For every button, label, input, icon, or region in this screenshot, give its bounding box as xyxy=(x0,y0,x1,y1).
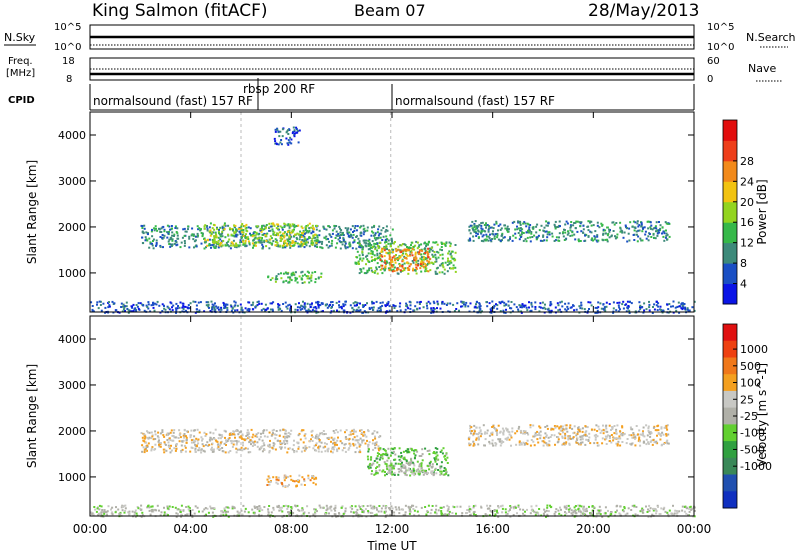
colorbar-swatch xyxy=(723,181,737,203)
colorbar-tick-label: -100 xyxy=(740,427,765,440)
y-tick-label: 2000 xyxy=(58,221,86,234)
colorbar-swatch xyxy=(723,263,737,284)
colorbar-swatch xyxy=(723,283,737,305)
colorbar-swatch xyxy=(723,441,737,459)
power-region-5 xyxy=(379,247,432,273)
colorbar-swatch xyxy=(723,201,737,223)
x-tick-label: 00:00 xyxy=(73,522,108,536)
freq-unit-label: [MHz] xyxy=(6,68,35,79)
colorbar-tick-label: 16 xyxy=(740,216,754,229)
colorbar-tick-label: 12 xyxy=(740,237,754,250)
colorbar-swatch xyxy=(723,324,737,342)
colorbar-tick-label: -25 xyxy=(740,410,758,423)
power-colorbar-label: Power [dB] xyxy=(755,179,769,244)
nave-tick-top: 60 xyxy=(707,56,720,67)
colorbar-tick-label: -500 xyxy=(740,443,765,456)
colorbar-swatch xyxy=(723,222,737,244)
colorbar-tick-label: 4 xyxy=(740,278,747,291)
nsky-tick-bottom: 10^0 xyxy=(54,42,81,53)
time-xlabel: Time UT xyxy=(366,539,417,553)
colorbar-swatch xyxy=(723,242,737,264)
velocity-region-1 xyxy=(266,474,318,488)
cpid-segment-3: normalsound (fast) 157 RF xyxy=(395,94,555,108)
y-tick-label: 3000 xyxy=(58,175,86,188)
power-panel: 1000 2000 3000 4000 Slant Range [km] xyxy=(25,111,696,314)
colorbar-swatch xyxy=(723,474,737,492)
power-ylabel: Slant Range [km] xyxy=(25,160,39,264)
power-region-2 xyxy=(267,270,323,284)
y-tick-label: 4000 xyxy=(58,333,86,346)
beam-title: Beam 07 xyxy=(354,1,426,20)
velocity-y-axis: 1000 2000 3000 4000 xyxy=(58,333,694,484)
velocity-region-4 xyxy=(467,424,670,447)
velocity-region-3 xyxy=(387,463,438,477)
colorbar-swatch xyxy=(723,120,737,141)
freq-panel: Freq. [MHz] 18 8 60 0 Nave xyxy=(6,56,782,85)
nave-tick-bottom: 0 xyxy=(707,74,713,85)
x-tick-label: 20:00 xyxy=(576,522,611,536)
y-tick-label: 1000 xyxy=(58,267,86,280)
nsky-label: N.Sky xyxy=(4,31,36,44)
nave-label: Nave xyxy=(748,62,776,75)
colorbar-tick-label: 500 xyxy=(740,360,761,373)
colorbar-tick-label: 24 xyxy=(740,175,754,188)
colorbar-tick-label: 28 xyxy=(740,155,754,168)
colorbar-tick-label: 20 xyxy=(740,196,754,209)
colorbar-swatch xyxy=(723,390,737,409)
power-region-1 xyxy=(203,222,319,248)
cpid-segment-1: normalsound (fast) 157 RF xyxy=(93,94,253,108)
x-tick-label: 00:00 xyxy=(677,522,712,536)
nsearch-tick-top: 10^5 xyxy=(707,22,734,33)
x-tick-label: 12:00 xyxy=(375,522,410,536)
colorbar-swatch xyxy=(723,407,737,425)
cpid-segment-2: rbsp 200 RF xyxy=(243,82,315,96)
colorbar-swatch xyxy=(723,491,737,509)
colorbar-swatch xyxy=(723,424,737,442)
x-tick-label: 16:00 xyxy=(475,522,510,536)
colorbar-swatch xyxy=(723,357,737,375)
velocity-ylabel: Slant Range [km] xyxy=(25,364,39,468)
colorbar-swatch xyxy=(723,340,737,358)
colorbar-swatch xyxy=(723,140,737,162)
nsky-panel: N.Sky 10^5 10^0 10^5 10^0 N.Search xyxy=(4,22,796,53)
velocity-panel: 1000 2000 3000 4000 00:00 04:00 08:00 12:00 16:… xyxy=(25,112,711,553)
velocity-colorbar-label: Velocity [m s^-1] xyxy=(755,363,769,467)
nsky-tick-top: 10^5 xyxy=(54,22,81,33)
colorbar-swatch xyxy=(723,160,737,182)
cpid-label: CPID xyxy=(8,95,35,106)
x-tick-label: 08:00 xyxy=(274,522,309,536)
power-data-layer xyxy=(90,112,696,314)
nsearch-label: N.Search xyxy=(746,31,796,44)
power-y-axis: 1000 2000 3000 4000 xyxy=(58,129,694,280)
power-region-3 xyxy=(273,126,301,146)
colorbar-tick-label: 8 xyxy=(740,257,747,270)
velocity-data-layer xyxy=(90,316,696,518)
colorbar-tick-label: 25 xyxy=(740,393,754,406)
freq-tick-bottom: 8 xyxy=(66,74,72,85)
y-tick-label: 1000 xyxy=(58,471,86,484)
velocity-region-2 xyxy=(366,447,450,477)
freq-label: Freq. xyxy=(8,56,33,67)
nsearch-tick-bottom: 10^0 xyxy=(707,42,734,53)
time-x-axis: 00:00 04:00 08:00 12:00 16:00 20:00 00:00 xyxy=(73,112,712,536)
colorbar-tick-label: 1000 xyxy=(740,343,768,356)
date-title: 28/May/2013 xyxy=(588,1,700,21)
x-tick-label: 04:00 xyxy=(173,522,208,536)
power-region-6 xyxy=(467,220,671,243)
colorbar-swatch xyxy=(723,374,737,392)
colorbar-tick-label: 100 xyxy=(740,377,761,390)
y-tick-label: 3000 xyxy=(58,379,86,392)
colorbar-swatch xyxy=(723,457,737,475)
y-tick-label: 4000 xyxy=(58,129,86,142)
station-title: King Salmon (fitACF) xyxy=(92,1,268,21)
power-colorbar: 4 8 12 16 20 24 28 xyxy=(722,119,754,305)
colorbar-tick-label: -1000 xyxy=(740,460,772,473)
cpid-panel: CPID normalsound (fast) 157 RF rbsp 200 … xyxy=(8,78,695,111)
velocity-colorbar: 1000 500 100 25 -25 -100 -500 -1000 xyxy=(722,323,772,509)
y-tick-label: 2000 xyxy=(58,425,86,438)
velocity-region-0 xyxy=(140,428,382,454)
freq-tick-top: 18 xyxy=(62,56,75,67)
